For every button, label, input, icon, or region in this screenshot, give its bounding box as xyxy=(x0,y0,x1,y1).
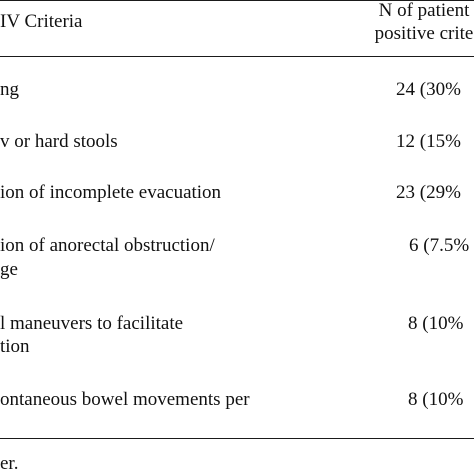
count-column-header-line1: N of patient xyxy=(378,0,470,21)
criterion-row-3: ion of incomplete evacuation xyxy=(0,182,222,203)
top-rule xyxy=(0,0,474,1)
criterion-row-5-line-2: tion xyxy=(0,336,30,357)
criterion-row-5-line-1: l maneuvers to facilitate xyxy=(0,313,184,334)
criterion-row-1: ng xyxy=(0,79,19,100)
criterion-row-6: ontaneous bowel movements per xyxy=(0,389,250,410)
value-row-4: 6 (7.5% xyxy=(409,235,470,256)
criterion-row-4-line-2: ge xyxy=(0,259,18,280)
header-rule xyxy=(0,56,474,57)
value-row-6: 8 (10% xyxy=(408,389,464,410)
value-row-5: 8 (10% xyxy=(408,313,464,334)
table-footnote: er. xyxy=(0,453,19,474)
bottom-rule xyxy=(0,438,474,439)
criterion-row-4-line-1: ion of anorectal obstruction/ xyxy=(0,235,215,256)
value-row-1: 24 (30% xyxy=(396,79,461,100)
criterion-row-2: v or hard stools xyxy=(0,131,118,152)
criteria-column-header: IV Criteria xyxy=(0,11,83,32)
count-column-header-line2: positive crite xyxy=(374,23,474,44)
value-row-2: 12 (15% xyxy=(396,131,461,152)
value-row-3: 23 (29% xyxy=(396,182,461,203)
